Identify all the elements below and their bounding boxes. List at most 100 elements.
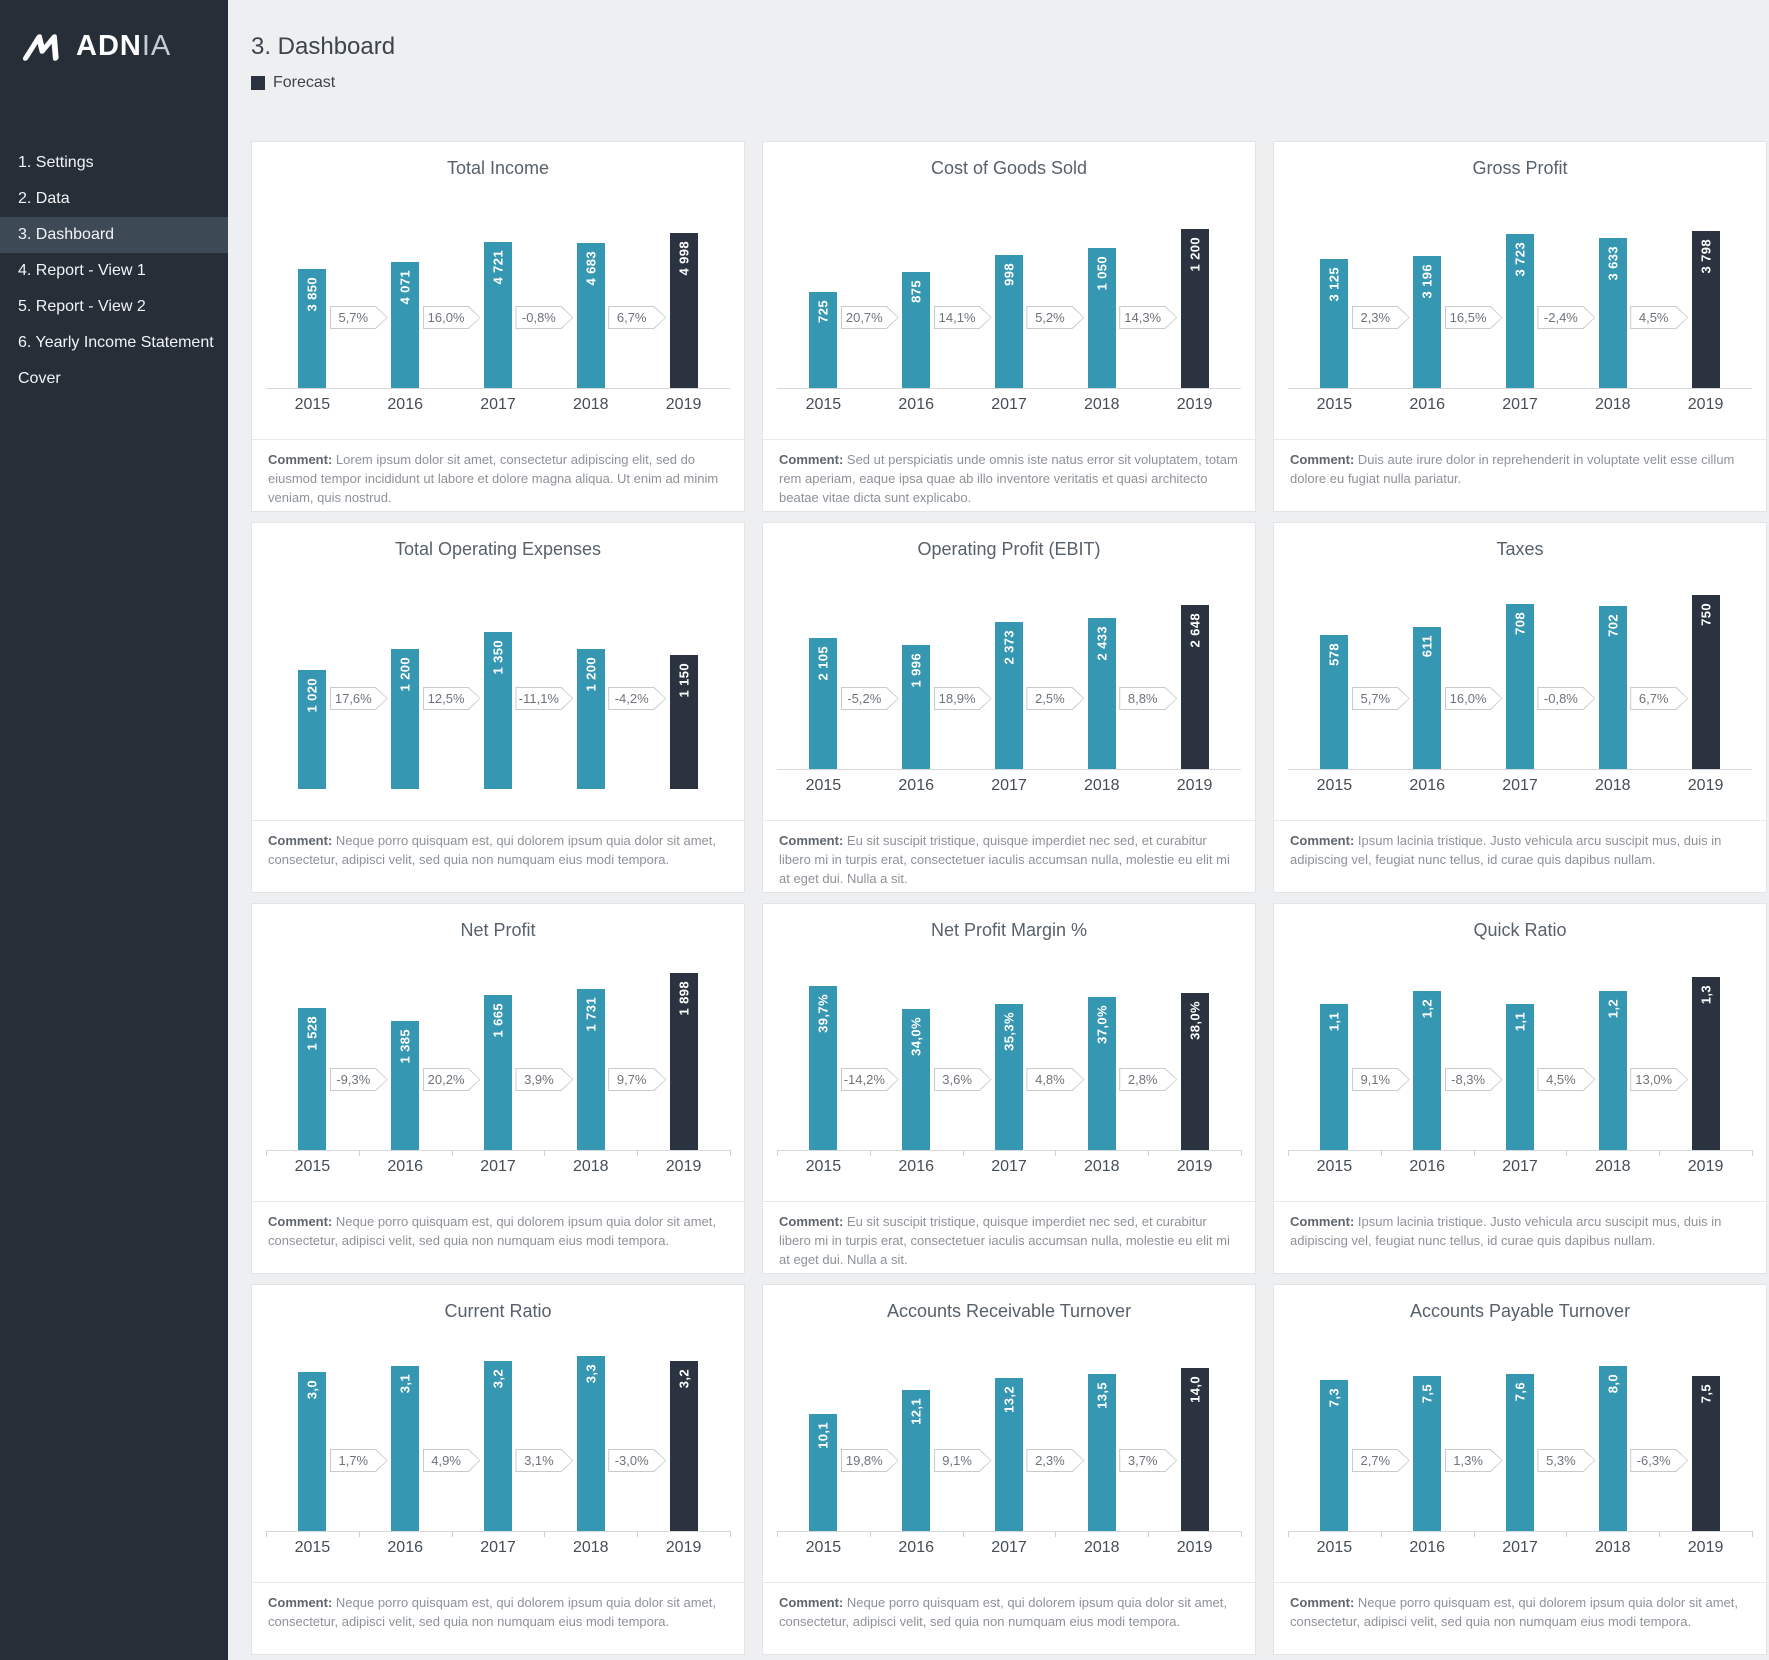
bar-chart: 2 105 1 996 2 373 2 433 2 648 -5,2% 18,9% 2,5% 8… [763, 523, 1255, 892]
bar: 39,7% [809, 986, 838, 1150]
axis-tick [1659, 1531, 1661, 1537]
bar-value-label: 611 [1419, 635, 1435, 658]
bar: 7,3 [1320, 1380, 1349, 1531]
x-axis-label: 2019 [665, 1158, 702, 1175]
bar-value-label: 1,1 [1326, 1012, 1342, 1032]
change-arrow-label: 2,3% [1035, 1453, 1065, 1468]
x-axis-label: 2018 [1083, 777, 1120, 794]
x-axis-label: 2016 [1409, 396, 1445, 413]
change-arrow: 2,7% [1351, 1449, 1410, 1472]
change-arrow: 5,7% [329, 306, 388, 329]
change-arrow: -2,4% [1537, 306, 1596, 329]
x-axis-label: 2019 [1176, 1539, 1213, 1556]
change-arrow-body: 16,0% [1445, 688, 1502, 709]
bar-value-label: 1 200 [1187, 237, 1203, 272]
change-arrow-body: 1,7% [330, 1450, 387, 1471]
axis-tick [358, 1531, 360, 1537]
chart-comment: Comment: Eu sit suscipit tristique, quis… [763, 820, 1255, 892]
change-arrow-body: -11,1% [516, 688, 573, 709]
x-axis-label: 2015 [805, 777, 842, 794]
bar: 3,3 [576, 1356, 605, 1531]
x-axis-label: 2015 [1316, 396, 1353, 413]
bar: 1,1 [1506, 1004, 1534, 1150]
chart-title: Cost of Goods Sold [930, 158, 1088, 178]
comment-label: Comment: [268, 452, 333, 467]
bar-value-label: 38,0% [1187, 1001, 1203, 1040]
axis-tick [730, 1531, 731, 1537]
chart-title: Operating Profit (EBIT) [917, 539, 1101, 559]
change-arrow-label: 16,5% [1449, 310, 1487, 325]
change-arrow: -6,3% [1630, 1449, 1689, 1472]
sidebar-item-3-dashboard[interactable]: 3. Dashboard [0, 217, 228, 253]
bar: 1 731 [576, 989, 605, 1150]
comment-label: Comment: [1290, 833, 1355, 848]
change-arrow-body: 2,3% [1027, 1450, 1084, 1471]
x-axis [777, 1150, 1241, 1151]
bar: 2 373 [995, 622, 1023, 769]
bar: 1 385 [391, 1021, 420, 1150]
axis-tick [777, 1150, 778, 1156]
x-axis [777, 769, 1241, 770]
change-arrow-body: -5,2% [841, 688, 898, 709]
change-arrow: 8,8% [1119, 687, 1178, 710]
bar-value-label: 13,2 [1001, 1386, 1017, 1413]
change-arrow-body: -4,2% [609, 688, 666, 709]
change-arrow-body: -3,0% [609, 1450, 666, 1471]
change-arrow-label: 2,7% [1360, 1453, 1391, 1468]
axis-tick [1752, 1531, 1753, 1537]
change-arrow-body: 6,7% [609, 307, 666, 328]
x-axis-label: 2017 [991, 1158, 1027, 1175]
bar-value-label: 7,3 [1326, 1388, 1342, 1408]
comment-label: Comment: [779, 452, 844, 467]
x-axis-label: 2016 [898, 1539, 934, 1556]
change-arrow: 3,6% [933, 1068, 992, 1091]
change-arrow: 16,0% [1444, 687, 1503, 710]
chart-card-gross-profit: Gross Profit 3 125 3 196 3 723 3 633 3 798 2,… [1273, 141, 1767, 512]
x-axis [777, 388, 1241, 389]
x-axis-labels: 2015 2016 2017 2018 2019 [1288, 396, 1752, 414]
bar: 3,2 [484, 1361, 512, 1531]
x-axis-label: 2018 [1594, 1539, 1631, 1556]
change-arrow-body: -8,3% [1445, 1069, 1502, 1090]
bar-value-label: 1 350 [490, 640, 506, 675]
change-arrow-body: 4,8% [1027, 1069, 1084, 1090]
change-arrow-label: 19,8% [845, 1453, 883, 1468]
sidebar-item-2-data[interactable]: 2. Data [18, 190, 70, 207]
forecast-bar: 14,0 [1180, 1368, 1209, 1531]
forecast-bar: 1,3 [1691, 977, 1720, 1150]
change-arrow-label: 3,1% [524, 1453, 554, 1468]
sidebar-item-5-report-view-2[interactable]: 5. Report - View 2 [18, 298, 146, 315]
x-axis-label: 2017 [1502, 777, 1538, 794]
forecast-bar: 7,5 [1691, 1376, 1720, 1531]
bar: 3,0 [298, 1372, 327, 1531]
axis-tick [869, 1531, 871, 1537]
change-arrow: 1,3% [1444, 1449, 1503, 1472]
bar-value-label: 708 [1512, 612, 1528, 635]
sidebar-item-4-report-view-1[interactable]: 4. Report - View 1 [18, 262, 146, 279]
change-arrow-body: 2,8% [1120, 1069, 1177, 1090]
bar-value-label: 3,1 [397, 1374, 413, 1394]
change-arrow: 5,7% [1351, 687, 1410, 710]
change-arrow: 12,5% [422, 687, 481, 710]
change-arrow: 1,7% [329, 1449, 388, 1472]
sidebar-item-6-yearly-income-statement[interactable]: 6. Yearly Income Statement [18, 334, 214, 351]
forecast-bar: 750 [1691, 595, 1720, 769]
sidebar-item-cover[interactable]: Cover [18, 370, 61, 387]
bar: 1 528 [298, 1008, 327, 1150]
change-arrow-body: 2,7% [1352, 1450, 1409, 1471]
comment-text: Neque porro quisquam est, qui dolorem ip… [268, 1595, 716, 1629]
comment-text: Duis aute irure dolor in reprehenderit i… [1290, 452, 1735, 486]
axis-tick [1473, 1531, 1475, 1537]
bar-value-label: 10,1 [815, 1422, 831, 1449]
bar-value-label: 4 721 [490, 250, 506, 285]
sidebar-nav: 1. Settings 2. Data 3. Dashboard 4. Report … [0, 145, 228, 397]
x-axis [266, 388, 730, 389]
x-axis-label: 2017 [480, 1158, 516, 1175]
x-axis-label: 2018 [1594, 777, 1631, 794]
bar: 3 196 [1413, 256, 1442, 388]
sidebar-item-1-settings[interactable]: 1. Settings [18, 154, 94, 171]
bar: 34,0% [902, 1009, 931, 1150]
axis-tick [451, 1150, 453, 1156]
x-axis-label: 2019 [665, 396, 702, 413]
change-arrow: 2,8% [1119, 1068, 1178, 1091]
